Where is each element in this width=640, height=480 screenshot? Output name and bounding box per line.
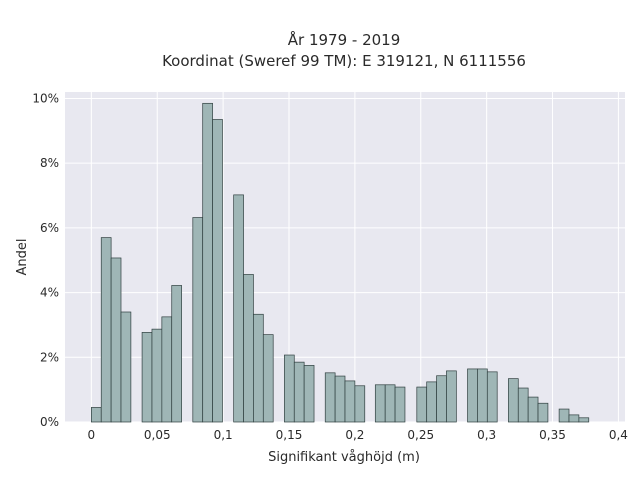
histogram-bars	[91, 102, 590, 423]
histogram-bar	[324, 372, 336, 423]
histogram-bar	[141, 332, 153, 423]
histogram-bar	[303, 365, 315, 423]
y-tick-label: 2%	[40, 350, 59, 364]
histogram-bar	[212, 119, 223, 423]
histogram-bar	[537, 402, 549, 423]
histogram-bar	[568, 414, 580, 423]
histogram-bar	[436, 375, 447, 423]
y-tick-label: 8%	[40, 156, 59, 170]
y-axis-label: Andel	[15, 239, 30, 276]
x-tick-label: 0,4	[609, 428, 628, 442]
chart-title-line-1: År 1979 - 2019	[288, 30, 401, 49]
histogram-bar	[467, 368, 478, 423]
y-tick-label: 6%	[40, 221, 59, 235]
histogram-bar	[508, 378, 519, 423]
x-tick-label: 0,2	[345, 428, 364, 442]
chart-title-line-2: Koordinat (Sweref 99 TM): E 319121, N 61…	[162, 52, 526, 70]
histogram-bar	[202, 102, 213, 423]
histogram-bar	[120, 311, 132, 423]
histogram-bar	[354, 385, 366, 423]
x-tick-label: 0,15	[276, 428, 303, 442]
y-axis-ticks: 0% 2% 4% 6% 8% 10%	[32, 91, 59, 429]
histogram-bar	[334, 375, 346, 423]
histogram-bar	[233, 194, 244, 423]
x-axis-ticks: 0 0,05 0,1 0,15 0,2 0,25 0,3 0,35 0,4	[88, 428, 628, 442]
histogram-bar	[374, 384, 386, 423]
histogram-bar	[253, 313, 264, 423]
x-tick-label: 0,35	[539, 428, 566, 442]
x-tick-label: 0	[88, 428, 96, 442]
histogram-bar	[293, 361, 305, 423]
histogram-bar	[344, 380, 356, 423]
x-tick-label: 0,1	[214, 428, 233, 442]
histogram-bar	[192, 217, 204, 423]
histogram-bar	[446, 370, 457, 423]
histogram-bar	[151, 328, 163, 423]
histogram-bar	[486, 371, 498, 423]
x-tick-label: 0,05	[144, 428, 171, 442]
histogram-bar	[416, 386, 428, 423]
x-tick-label: 0,3	[477, 428, 496, 442]
histogram-bar	[578, 417, 590, 423]
histogram-bar	[161, 316, 173, 423]
x-axis-label: Signifikant våghöjd (m)	[268, 450, 420, 465]
histogram-bar	[100, 237, 112, 423]
x-tick-label: 0,25	[407, 428, 434, 442]
histogram-bar	[477, 368, 488, 423]
chart-title: År 1979 - 2019 Koordinat (Sweref 99 TM):…	[162, 30, 526, 70]
histogram-bar	[243, 274, 254, 423]
histogram-bar	[527, 396, 539, 423]
histogram-bar	[558, 408, 570, 423]
histogram-bar	[384, 384, 396, 423]
y-tick-label: 4%	[40, 286, 59, 300]
y-tick-label: 0%	[40, 415, 59, 429]
histogram-bar	[110, 257, 122, 423]
histogram-bar	[284, 354, 295, 423]
histogram-bar	[171, 285, 182, 423]
histogram-bar	[394, 386, 406, 423]
histogram-bar	[517, 387, 529, 423]
histogram-bar	[426, 381, 437, 423]
histogram-bar	[91, 407, 102, 423]
histogram-bar	[262, 334, 274, 423]
y-tick-label: 10%	[32, 91, 59, 105]
